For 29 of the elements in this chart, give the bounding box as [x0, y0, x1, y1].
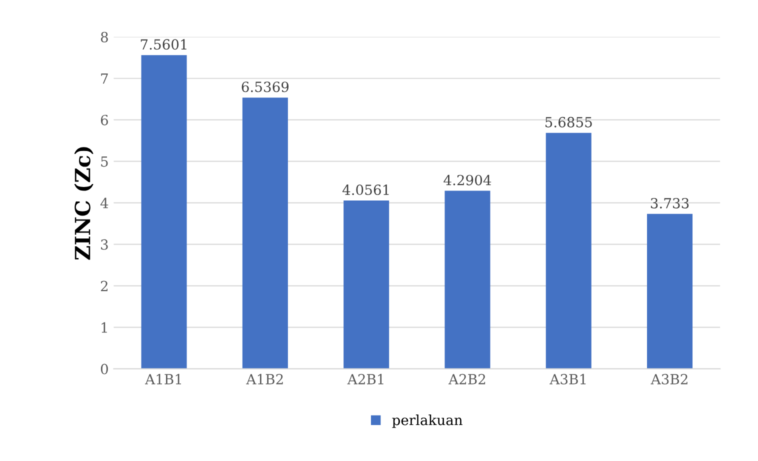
x-tick-label: A1B2: [246, 374, 283, 384]
y-axis-title: ZINC (Zc): [74, 147, 94, 260]
y-tick-label: 7: [101, 74, 108, 84]
x-tick-label: A2B2: [448, 374, 486, 384]
data-label: 7.5601: [140, 39, 186, 50]
data-label: 4.2904: [444, 174, 492, 186]
y-tick-label: 6: [100, 114, 108, 126]
bar: [546, 132, 592, 369]
data-label: 6.5369: [242, 82, 289, 92]
y-tick-label: 1: [102, 322, 107, 333]
x-tick-label: A3B1: [550, 374, 586, 384]
bar: [141, 55, 187, 369]
x-tick-label: A1B1: [144, 374, 182, 384]
y-tick-label: 8: [100, 32, 108, 42]
y-tick-label: 5: [101, 156, 108, 167]
x-tick-label: A3B2: [650, 374, 688, 384]
y-tick-label: 4: [100, 198, 108, 208]
y-tick-label: 0: [100, 364, 108, 374]
bar: [647, 214, 693, 369]
bar: [444, 190, 490, 369]
bar: [344, 200, 390, 369]
data-label: 4.0561: [342, 184, 389, 196]
bar: [242, 98, 288, 369]
x-tick-label: A2B1: [347, 374, 384, 384]
data-label: 5.6855: [546, 116, 592, 128]
y-tick-label: 3: [101, 239, 108, 250]
data-label: 3.733: [650, 198, 689, 208]
y-tick-label: 2: [100, 280, 108, 292]
legend-label: perlakuan: [392, 414, 462, 428]
